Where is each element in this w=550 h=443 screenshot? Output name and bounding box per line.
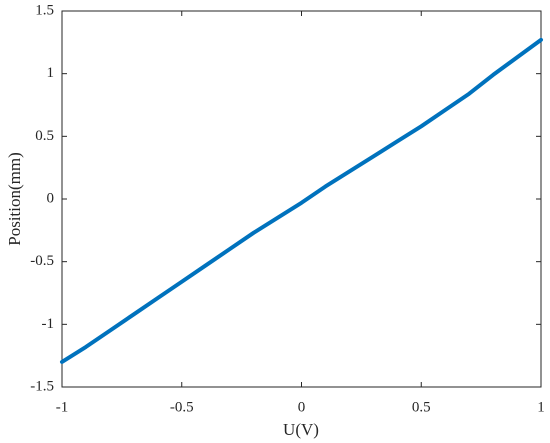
x-tick-label: -0.5: [170, 399, 194, 415]
y-tick-label: -1: [42, 316, 55, 332]
plot-frame: [61, 10, 542, 388]
y-tick-label: 1.5: [35, 2, 54, 18]
x-tick-label: 1: [537, 399, 545, 415]
y-axis-label: Position(mm): [5, 152, 24, 246]
x-tick-label: 0.5: [412, 399, 431, 415]
x-tick-label: 0: [298, 399, 306, 415]
y-tick-label: 1: [47, 65, 55, 81]
data-line: [60, 37, 543, 364]
y-tick-label: -1.5: [30, 378, 54, 394]
y-tick-label: -0.5: [30, 253, 54, 269]
y-tick-label: 0.5: [35, 128, 54, 144]
y-tick-label: 0: [47, 190, 55, 206]
x-tick-label: -1: [56, 399, 69, 415]
x-axis-label: U(V): [283, 420, 319, 439]
